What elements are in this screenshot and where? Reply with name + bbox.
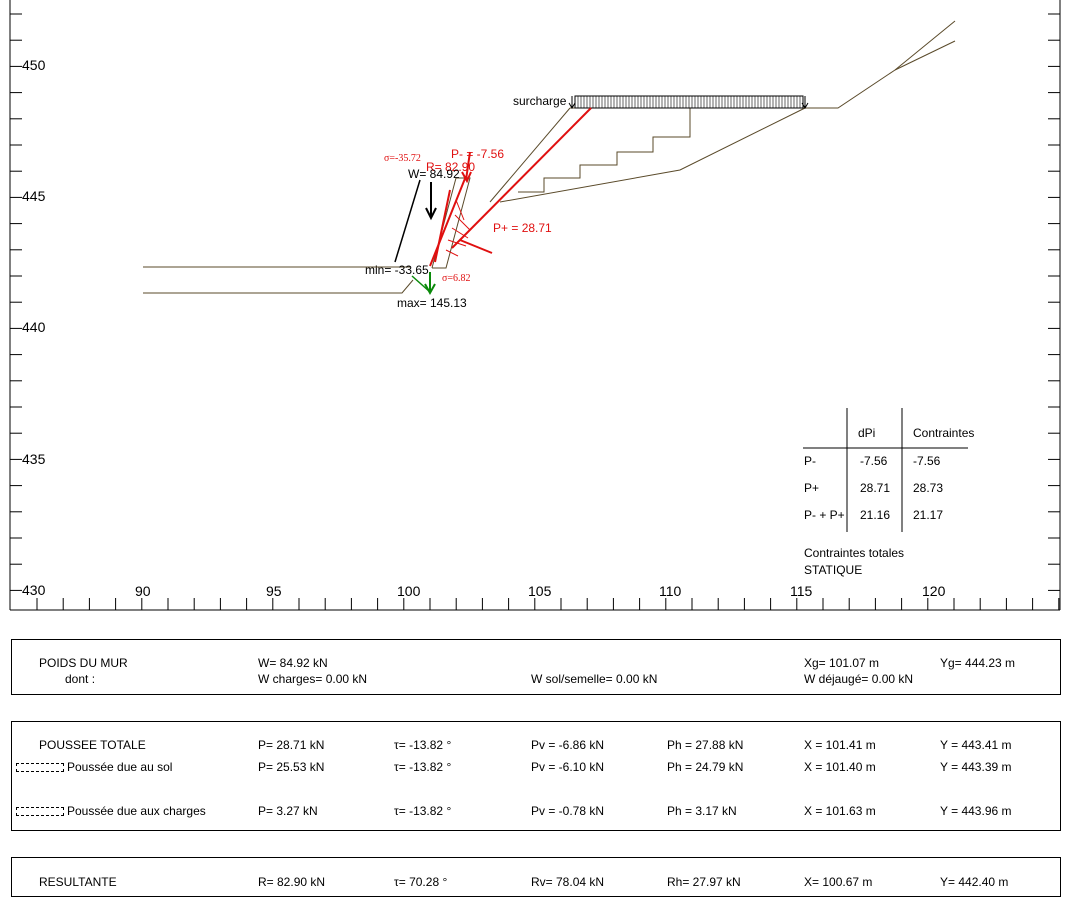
poussee-ph: Ph = 27.88 kN <box>667 738 744 752</box>
poids-xg: Xg= 101.07 m <box>804 656 880 670</box>
poussee-row-label: Poussée due au sol <box>16 760 172 774</box>
poids-panel: POIDS DU MUR dont : W= 84.92 kN W charge… <box>11 639 1061 695</box>
y-tick-label: 435 <box>22 451 46 467</box>
dashed-swatch <box>16 807 64 817</box>
max-label: max= 145.13 <box>397 296 467 310</box>
resultante-rh: Rh= 27.97 kN <box>667 875 741 889</box>
terrain <box>143 20 956 294</box>
table-cell: 21.17 <box>913 508 944 522</box>
resultante-tau: τ= 70.28 ° <box>394 875 448 889</box>
table-header-contraintes: Contraintes <box>913 426 975 440</box>
table-cell: P- + P+ <box>804 508 845 522</box>
y-tick-label: 430 <box>22 582 46 598</box>
p-minus-label: P- = -7.56 <box>451 147 505 161</box>
dashed-swatch <box>16 763 64 773</box>
poussee-p: P= 25.53 kN <box>258 760 325 774</box>
poussee-row-label: Poussée due aux charges <box>16 804 206 818</box>
poussee-y: Y = 443.41 m <box>940 738 1012 752</box>
poussee-tau: τ= -13.82 ° <box>394 738 452 752</box>
steps <box>518 108 691 193</box>
poussee-pv: Pv = -6.86 kN <box>531 738 605 752</box>
resultante-panel: RESULTANTE R= 82.90 kN τ= 70.28 ° Rv= 78… <box>11 857 1061 897</box>
wall-outline <box>431 177 471 269</box>
table-cell: 28.73 <box>913 481 944 495</box>
poussee-panel: POUSSEE TOTALE P= 28.71 kN τ= -13.82 ° P… <box>11 721 1061 831</box>
p-minus-line <box>434 189 451 263</box>
x-tick-label: 90 <box>135 583 151 599</box>
y-tick-label: 440 <box>22 319 46 335</box>
table-cell: 21.16 <box>860 508 891 522</box>
poussee-p: P= 28.71 kN <box>258 738 325 752</box>
table-cell: P- <box>804 454 816 468</box>
poussee-row-label: POUSSEE TOTALE <box>39 738 146 752</box>
table-lines <box>803 408 968 532</box>
p-plus-line <box>451 107 592 249</box>
resultante-y: Y= 442.40 m <box>940 875 1009 889</box>
poussee-y: Y = 443.39 m <box>940 760 1012 774</box>
poussee-pv: Pv = -6.10 kN <box>531 760 605 774</box>
table-cell: 28.71 <box>860 481 891 495</box>
poids-w-dejauge: W déjaugé= 0.00 kN <box>804 672 914 686</box>
poussee-p: P= 3.27 kN <box>258 804 318 818</box>
arrowhead-top <box>461 171 472 184</box>
table-caption-2: STATIQUE <box>804 563 863 577</box>
poussee-x: X = 101.40 m <box>804 760 876 774</box>
resultante-r: R= 82.90 kN <box>258 875 326 889</box>
x-tick-label: 95 <box>266 583 282 599</box>
poids-w: W= 84.92 kN <box>258 656 328 670</box>
table-cell: -7.56 <box>913 454 941 468</box>
y-tick-label: 445 <box>22 188 46 204</box>
surcharge-load <box>568 95 809 109</box>
slope-line <box>489 107 571 203</box>
poids-yg: Yg= 444.23 m <box>940 656 1016 670</box>
poids-title: POIDS DU MUR <box>39 656 128 670</box>
table-header-dpi: dPi <box>858 426 876 440</box>
poids-w-charges: W charges= 0.00 kN <box>258 672 368 686</box>
table-cell: P+ <box>804 481 820 495</box>
terrain-lower-left <box>143 279 414 294</box>
poids-w-sol: W sol/semelle= 0.00 kN <box>531 672 658 686</box>
surcharge-arrow-left <box>568 102 576 109</box>
reaction-arrow <box>411 272 436 296</box>
poussee-tau: τ= -13.82 ° <box>394 760 452 774</box>
platform-line <box>570 20 956 109</box>
poussee-tau: τ= -13.82 ° <box>394 804 452 818</box>
poussee-ph: Ph = 24.79 kN <box>667 760 744 774</box>
table-cell: -7.56 <box>860 454 888 468</box>
surcharge-arrow-right <box>801 102 809 109</box>
x-tick-label: 100 <box>397 583 421 599</box>
x-tick-label: 115 <box>790 583 813 599</box>
w-label: W= 84.92 <box>408 167 460 181</box>
forces-red <box>429 107 592 267</box>
sigma-bottom-label: σ=6.82 <box>442 273 471 284</box>
resultante-label: RESULTANTE <box>39 875 117 889</box>
y-tick-label: 450 <box>22 57 46 73</box>
surcharge-label: surcharge <box>513 94 567 108</box>
p-plus-arrow-shaft <box>459 239 493 254</box>
poussee-x: X = 101.63 m <box>804 804 876 818</box>
poussee-y: Y = 443.96 m <box>940 804 1012 818</box>
poussee-x: X = 101.41 m <box>804 738 876 752</box>
section-plot <box>9 0 1061 611</box>
r-label: R= 82.90 <box>426 160 476 174</box>
lower-slope <box>499 107 806 203</box>
resultant-line <box>429 175 467 267</box>
x-tick-label: 110 <box>659 583 682 599</box>
poids-dont: dont : <box>65 672 96 686</box>
sigma-top-label: σ=-35.72 <box>384 153 421 164</box>
x-tick-label: 105 <box>528 583 552 599</box>
poussee-pv: Pv = -0.78 kN <box>531 804 605 818</box>
min-label: min= -33.65 <box>365 263 429 277</box>
axis-ticks <box>10 13 1060 610</box>
poussee-ph: Ph = 3.17 kN <box>667 804 737 818</box>
p-plus-label: P+ = 28.71 <box>493 221 552 235</box>
wall <box>431 177 471 269</box>
x-tick-label: 120 <box>922 583 946 599</box>
table-caption-1: Contraintes totales <box>804 546 905 560</box>
platform-branch <box>894 40 956 71</box>
resultante-rv: Rv= 78.04 kN <box>531 875 605 889</box>
resultante-x: X= 100.67 m <box>804 875 873 889</box>
weight-arrow <box>394 179 437 263</box>
pressure-diagram <box>445 199 471 257</box>
